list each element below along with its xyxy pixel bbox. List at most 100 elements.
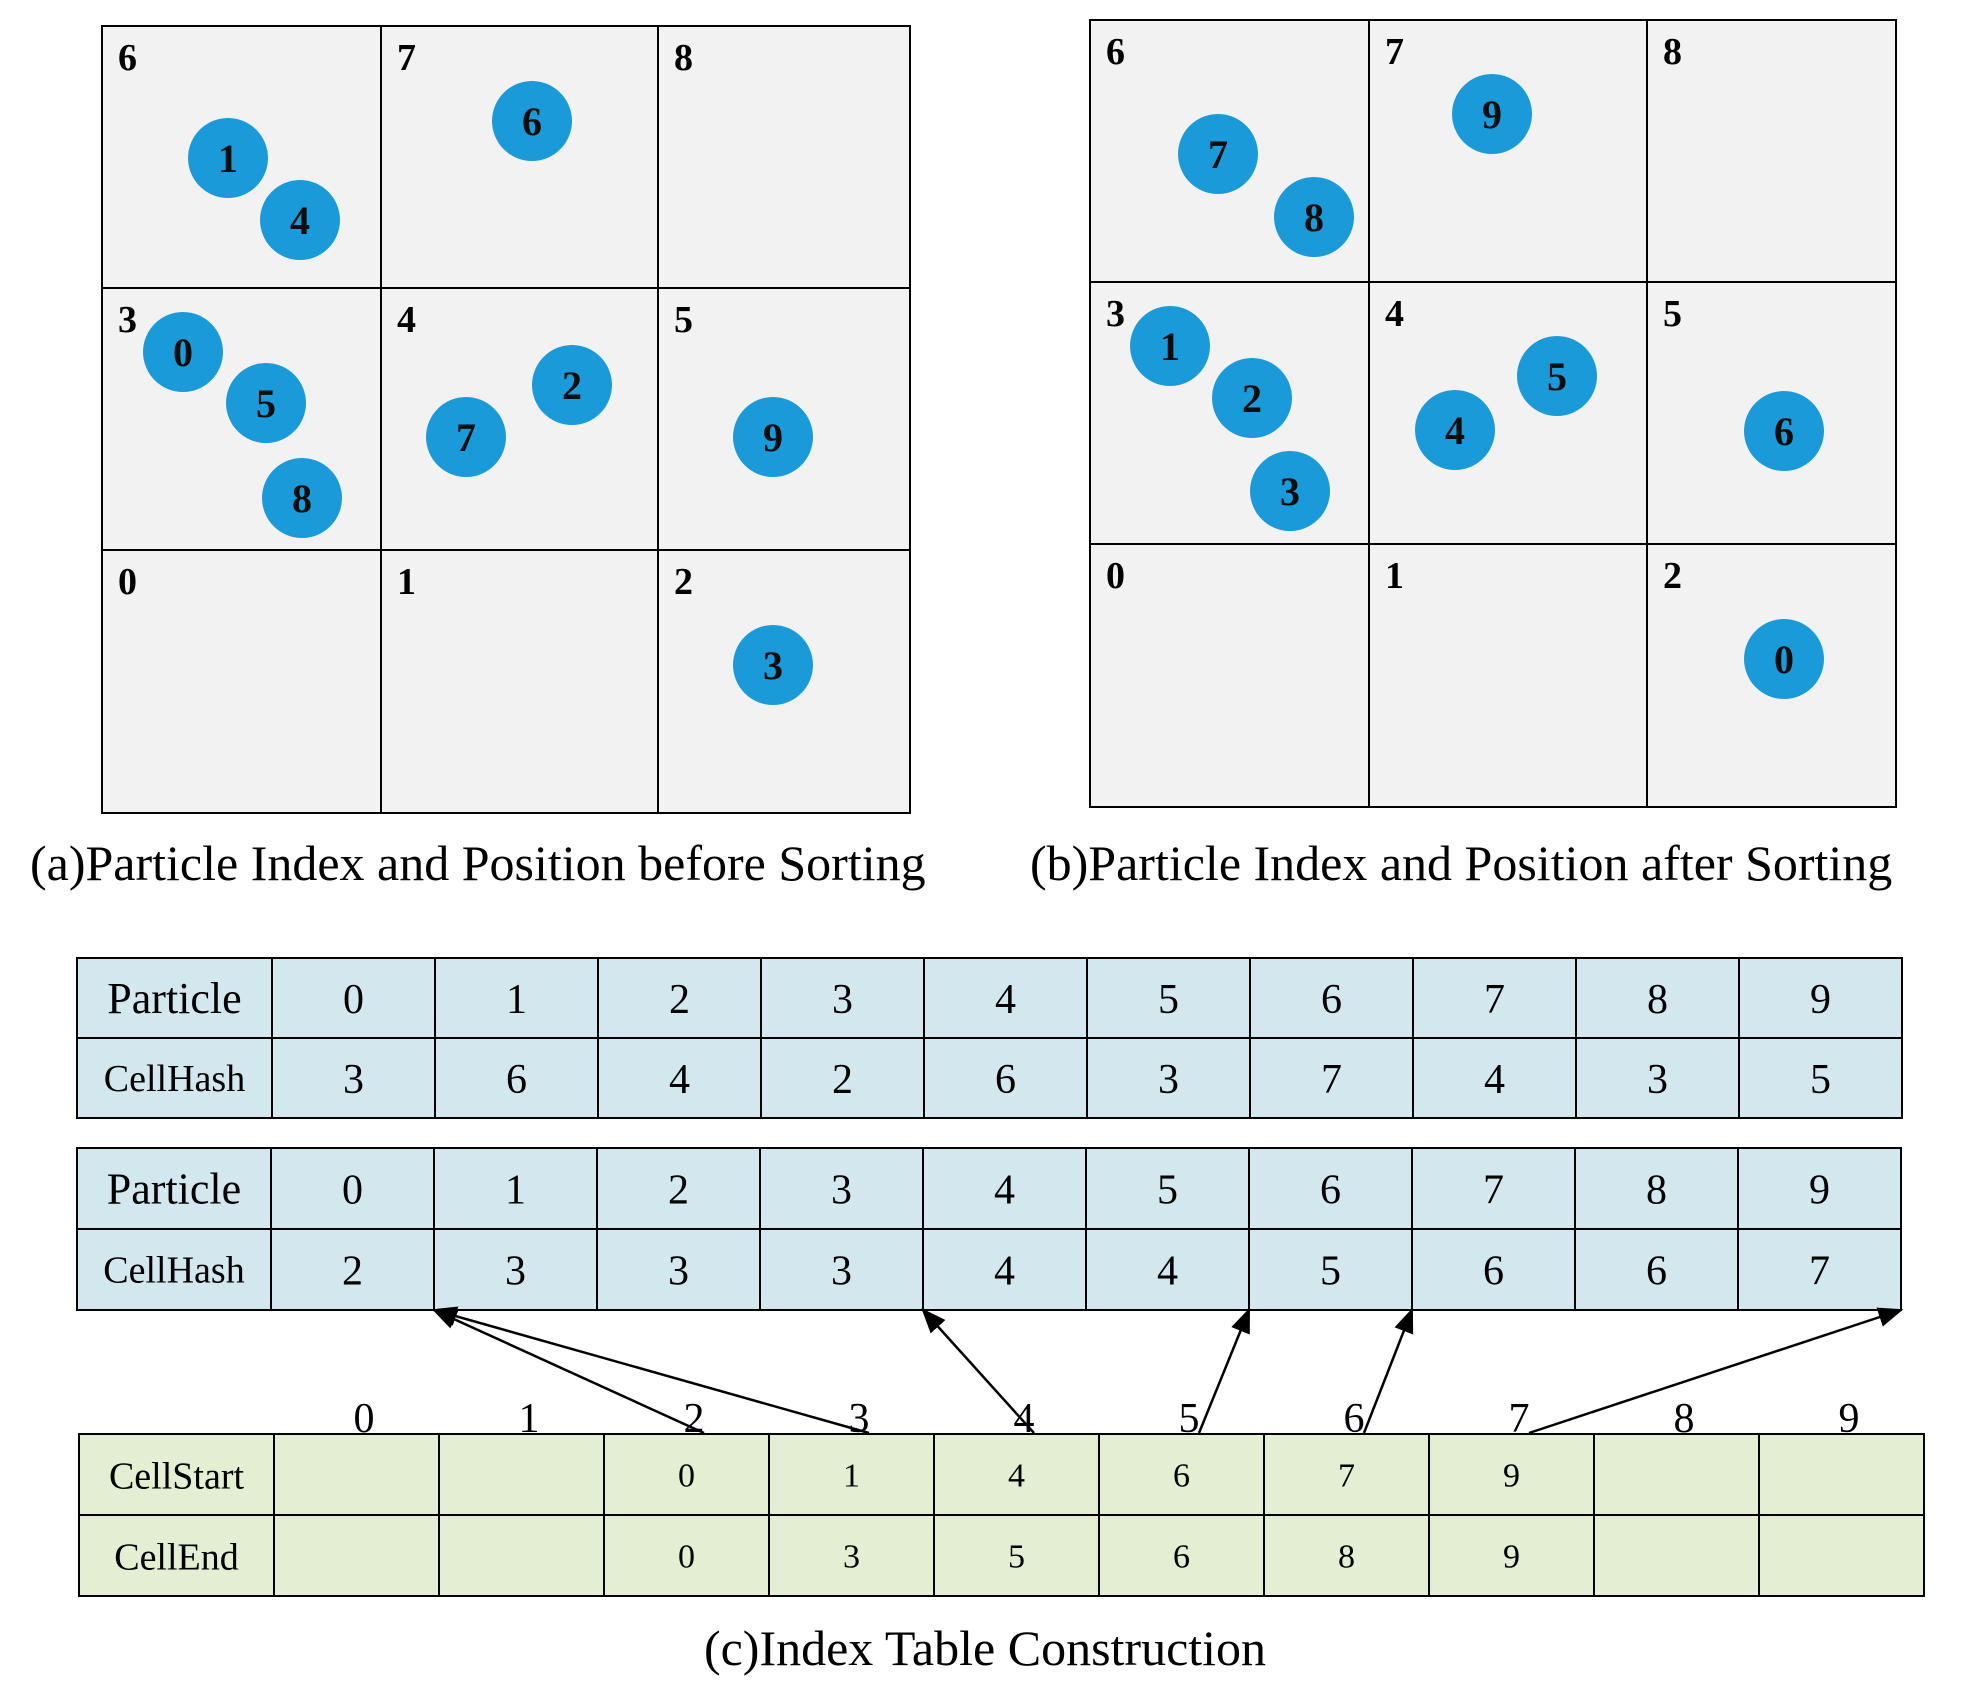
panel-b-cell-label: 6 xyxy=(1106,31,1125,73)
panel-a-particle-label: 0 xyxy=(173,330,193,375)
panel-a-cell-label: 2 xyxy=(674,561,693,603)
table-sorted-particle-cell: 3 xyxy=(831,1168,852,1214)
panel-a-cell-8 xyxy=(657,25,911,289)
table-unsorted-particle-cell: 6 xyxy=(1321,977,1342,1023)
table-unsorted-cellhash-cell: 3 xyxy=(343,1057,364,1103)
table-unsorted-particle-cell: 7 xyxy=(1484,977,1505,1023)
panel-c-caption: (c)Index Table Construction xyxy=(704,1620,1266,1676)
panel-a-particle xyxy=(492,81,572,161)
panel-a-particle-label: 1 xyxy=(218,136,238,181)
cellstart-cell: 1 xyxy=(843,1458,860,1495)
panel-b-particle xyxy=(1274,177,1354,257)
table-sorted-cellhash-cell: 3 xyxy=(668,1249,689,1295)
table-sorted-particle-cell: 1 xyxy=(505,1168,526,1214)
index-table-column-index: 3 xyxy=(849,1396,870,1442)
table-sorted-particle-cell: 6 xyxy=(1320,1168,1341,1214)
cellstart-cell: 7 xyxy=(1338,1458,1355,1495)
panel-a-cell-label: 5 xyxy=(674,299,693,341)
panel-b-particle-label: 6 xyxy=(1774,409,1794,454)
pointer-arrow xyxy=(431,1306,870,1435)
table-unsorted-cellhash-cell: 3 xyxy=(1158,1057,1179,1103)
panel-a-cell-label: 0 xyxy=(118,561,137,603)
table-unsorted-particle-cell: 5 xyxy=(1158,977,1179,1023)
table-unsorted-row-label-particle: Particle xyxy=(107,974,241,1023)
panel-b-cell-label: 3 xyxy=(1106,293,1125,335)
panel-a-particle-label: 7 xyxy=(456,415,476,460)
table-sorted-particle-cell: 4 xyxy=(994,1168,1015,1214)
panel-b-particle-label: 8 xyxy=(1304,195,1324,240)
table-sorted-cellhash-cell: 6 xyxy=(1646,1249,1667,1295)
index-table-column-indices: 0 1 2 3 4 5 6 7 8 9 xyxy=(354,1396,1860,1442)
panel-a-particle xyxy=(260,180,340,260)
panel-a-particle xyxy=(733,625,813,705)
panel-b-particle-label: 7 xyxy=(1208,132,1228,177)
panel-b-particle-label: 5 xyxy=(1547,354,1567,399)
pointer-arrow xyxy=(1528,1307,1904,1435)
table-sorted-cellhash-cell: 3 xyxy=(831,1249,852,1295)
panel-b-particle xyxy=(1250,451,1330,531)
panel-b-particle-label: 3 xyxy=(1280,469,1300,514)
panel-a-cell-label: 3 xyxy=(118,299,137,341)
panel-b-cell-label: 5 xyxy=(1663,293,1682,335)
panel-b-particle xyxy=(1744,391,1824,471)
table-sorted-cellhash-cell: 6 xyxy=(1483,1249,1504,1295)
panel-a-particle xyxy=(532,345,612,425)
panel-a-particle-label: 5 xyxy=(256,381,276,426)
table-unsorted-particle-cell: 4 xyxy=(995,977,1016,1023)
panel-b-cell-label: 8 xyxy=(1663,31,1682,73)
panel-b-cell-1 xyxy=(1368,543,1648,808)
table-unsorted-particle-cell: 2 xyxy=(669,977,690,1023)
table-unsorted-particle-cell: 3 xyxy=(832,977,853,1023)
panel-b-cell-label: 2 xyxy=(1663,555,1682,597)
table-sorted-particle-cell: 2 xyxy=(668,1168,689,1214)
table-sorted-particle-cell: 5 xyxy=(1157,1168,1178,1214)
panel-b-particle-label: 1 xyxy=(1160,324,1180,369)
pointer-arrow xyxy=(1197,1307,1251,1434)
panel-a-particle-label: 3 xyxy=(763,643,783,688)
panel-b-particle-label: 4 xyxy=(1445,408,1465,453)
panel-a-particle xyxy=(426,397,506,477)
table-sorted-particle-cell: 0 xyxy=(342,1168,363,1214)
panel-b-particle-label: 2 xyxy=(1242,376,1262,421)
cellend-cell: 9 xyxy=(1503,1539,1520,1576)
table-unsorted-cellhash-cell: 6 xyxy=(506,1057,527,1103)
table-unsorted-cellhash-cell: 4 xyxy=(669,1057,690,1103)
pointer-arrow xyxy=(921,1308,1035,1434)
pointer-arrow xyxy=(431,1308,705,1435)
panel-a-cell-1 xyxy=(380,549,659,814)
panel-b-particle xyxy=(1130,306,1210,386)
panel-b-particle xyxy=(1212,358,1292,438)
index-table-row-label-cellstart: CellStart xyxy=(109,1456,245,1498)
arrows xyxy=(431,1306,1904,1435)
table-sorted-row-label-particle: Particle xyxy=(107,1165,241,1214)
table-unsorted-particle-cell: 9 xyxy=(1810,977,1831,1023)
cellend-cell: 8 xyxy=(1338,1539,1355,1576)
panel-b-particle xyxy=(1517,336,1597,416)
panel-b-cell-4 xyxy=(1368,281,1648,545)
index-table-column-index: 9 xyxy=(1839,1396,1860,1442)
panel-a-particle-label: 8 xyxy=(292,476,312,521)
panel-b-particle xyxy=(1415,390,1495,470)
table-sorted-particle-cell: 7 xyxy=(1483,1168,1504,1214)
table-unsorted-cellhash-cell: 5 xyxy=(1810,1057,1831,1103)
panel-a-particle-label: 4 xyxy=(290,198,310,243)
cellend-cell: 0 xyxy=(678,1539,695,1576)
panel-a-grid: 0 1 2 3 4 5 6 7 8 1 4 6 0 5 8 7 2 9 3 xyxy=(101,25,911,814)
panel-b-cell-label: 7 xyxy=(1385,31,1404,73)
table-unsorted-particle-cell: 8 xyxy=(1647,977,1668,1023)
index-table-column-index: 7 xyxy=(1509,1396,1530,1442)
panel-b-cell-8 xyxy=(1646,19,1897,283)
panel-b-cell-label: 1 xyxy=(1385,555,1404,597)
table-sorted-cellhash-cell: 5 xyxy=(1320,1249,1341,1295)
cellend-cell: 6 xyxy=(1173,1539,1190,1576)
index-table-column-index: 5 xyxy=(1179,1396,1200,1442)
panel-b-cell-label: 0 xyxy=(1106,555,1125,597)
panel-a-cell-label: 7 xyxy=(397,37,416,79)
panel-a-cell-label: 8 xyxy=(674,37,693,79)
cellstart-cell: 4 xyxy=(1008,1458,1025,1495)
table-unsorted-particle-cell: 0 xyxy=(343,977,364,1023)
panel-b-grid: 0 1 2 3 4 5 6 7 8 7 8 9 1 2 3 4 5 6 0 xyxy=(1089,19,1897,808)
table-sorted-cellhash-cell: 4 xyxy=(994,1249,1015,1295)
panel-b-particle-label: 0 xyxy=(1774,637,1794,682)
panel-a-particle xyxy=(188,118,268,198)
